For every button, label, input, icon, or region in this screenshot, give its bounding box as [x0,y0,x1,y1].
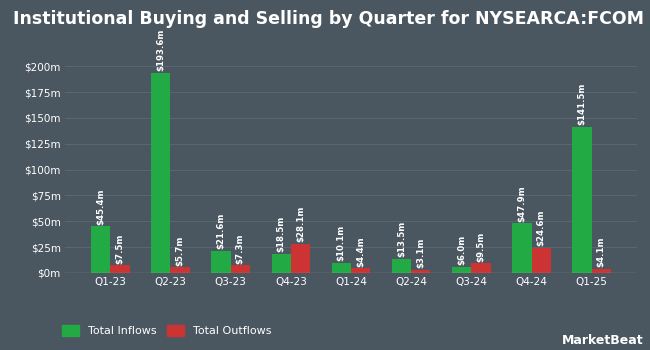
Text: $193.6m: $193.6m [156,29,165,71]
Bar [512,223,532,273]
Bar [231,265,250,273]
Text: $47.9m: $47.9m [517,185,526,222]
Text: $13.5m: $13.5m [397,221,406,258]
Text: $5.7m: $5.7m [176,235,185,266]
Text: $21.6m: $21.6m [216,213,226,249]
Bar [592,269,611,273]
Text: $4.4m: $4.4m [356,236,365,267]
Text: $7.5m: $7.5m [116,233,124,264]
Bar [351,268,370,273]
Bar [573,127,592,273]
Bar [532,247,551,273]
Text: MarketBeat: MarketBeat [562,334,644,346]
Bar [111,265,129,273]
Text: $18.5m: $18.5m [277,216,286,252]
Text: $6.0m: $6.0m [457,235,466,265]
Text: $4.1m: $4.1m [597,237,606,267]
Text: Institutional Buying and Selling by Quarter for NYSEARCA:FCOM: Institutional Buying and Selling by Quar… [13,10,644,28]
Bar [272,254,291,273]
Text: $24.6m: $24.6m [537,210,546,246]
Text: $141.5m: $141.5m [578,83,586,125]
Text: $10.1m: $10.1m [337,225,346,261]
Bar [392,259,411,273]
Text: $7.3m: $7.3m [236,233,245,264]
Legend: Total Inflows, Total Outflows: Total Inflows, Total Outflows [58,321,276,341]
Bar [411,270,430,273]
Bar [151,73,170,273]
Bar [91,226,111,273]
Bar [332,262,351,273]
Bar [211,251,231,273]
Bar [471,263,491,273]
Text: $9.5m: $9.5m [476,231,486,262]
Text: $28.1m: $28.1m [296,206,305,243]
Bar [452,267,471,273]
Bar [170,267,190,273]
Text: $45.4m: $45.4m [96,188,105,224]
Text: $3.1m: $3.1m [416,238,425,268]
Bar [291,244,310,273]
